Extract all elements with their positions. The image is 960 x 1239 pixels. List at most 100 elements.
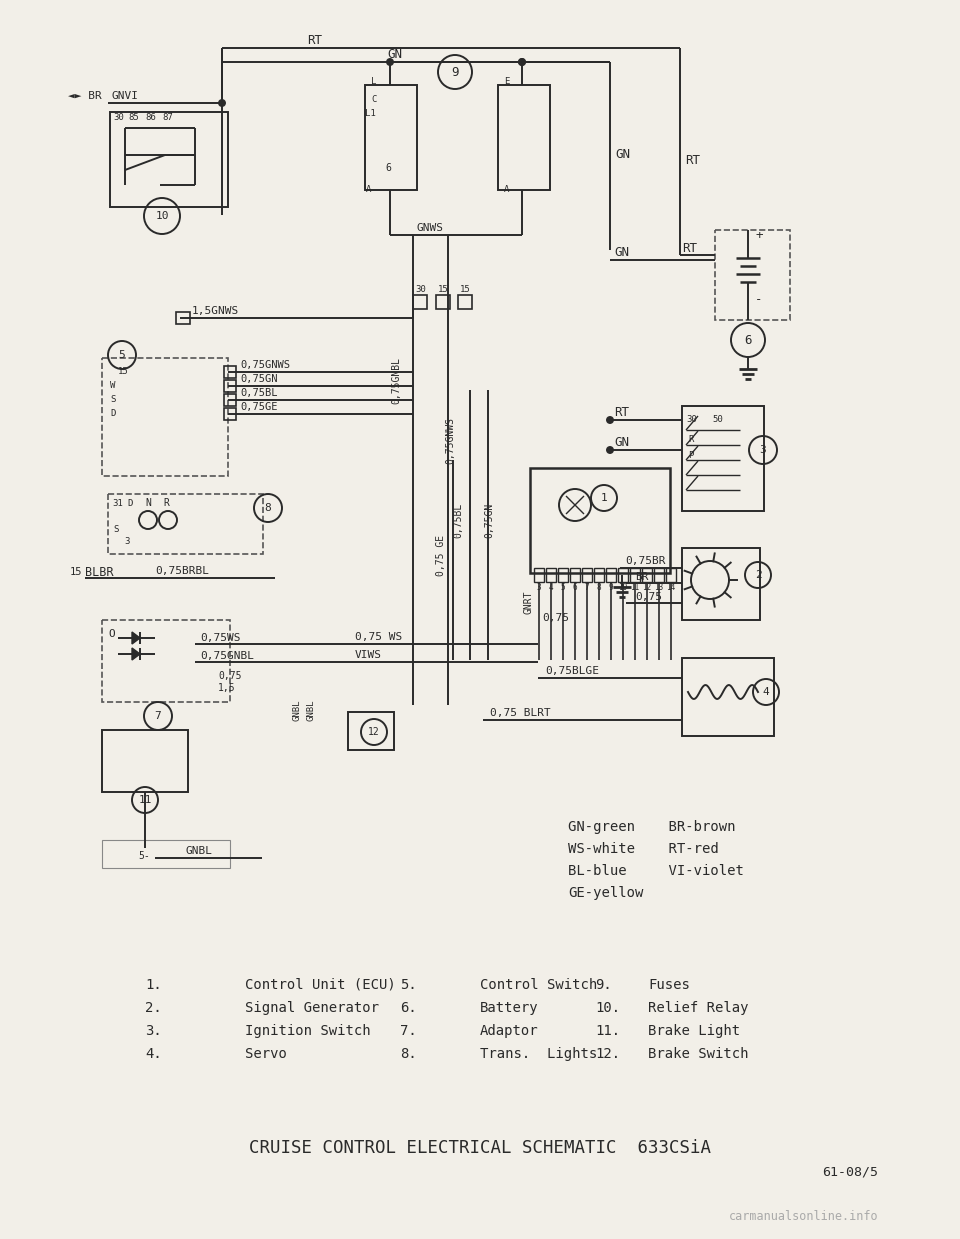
- Text: 0,75BL: 0,75BL: [240, 388, 277, 398]
- Text: A: A: [504, 186, 510, 195]
- Text: +: +: [755, 228, 762, 242]
- Text: GE-yellow: GE-yellow: [568, 886, 643, 900]
- Text: 5.: 5.: [400, 978, 417, 992]
- Text: 0,75: 0,75: [218, 672, 242, 681]
- Text: S: S: [113, 525, 118, 534]
- Text: 13: 13: [655, 582, 663, 591]
- Text: GNVI: GNVI: [112, 90, 139, 102]
- Bar: [176, 312, 190, 325]
- Text: 11: 11: [631, 582, 639, 591]
- Bar: [654, 567, 664, 582]
- Bar: [224, 408, 236, 420]
- Text: 0,75: 0,75: [542, 613, 569, 623]
- Text: N: N: [145, 498, 151, 508]
- Text: 8: 8: [597, 582, 601, 591]
- Text: 3.: 3.: [145, 1023, 161, 1038]
- Bar: [666, 567, 676, 582]
- Text: 1,5GNWS: 1,5GNWS: [192, 306, 239, 316]
- Text: GNBL: GNBL: [185, 846, 212, 856]
- Text: 12.: 12.: [595, 1047, 620, 1061]
- Text: 6.: 6.: [400, 1001, 417, 1015]
- Bar: [546, 567, 556, 582]
- Text: 11: 11: [138, 795, 152, 805]
- Text: GN: GN: [615, 149, 630, 161]
- Text: 4: 4: [549, 582, 553, 591]
- Bar: [630, 567, 640, 582]
- Text: 85: 85: [128, 114, 139, 123]
- Text: 0,75 BLRT: 0,75 BLRT: [490, 707, 551, 717]
- Text: Servo: Servo: [245, 1047, 287, 1061]
- Text: 0,75GN: 0,75GN: [240, 374, 277, 384]
- Text: 0,75 WS: 0,75 WS: [355, 632, 402, 642]
- Bar: [682, 548, 760, 620]
- Circle shape: [607, 447, 613, 453]
- Text: GNRT: GNRT: [523, 590, 533, 613]
- Text: Trans.  Lights: Trans. Lights: [480, 1047, 597, 1061]
- Text: 12: 12: [642, 582, 652, 591]
- Text: RT: RT: [614, 406, 629, 420]
- Text: 15: 15: [438, 285, 448, 295]
- Text: E: E: [504, 78, 510, 87]
- Text: 9.: 9.: [595, 978, 612, 992]
- Bar: [365, 85, 417, 190]
- Polygon shape: [132, 632, 140, 644]
- Bar: [224, 394, 236, 406]
- Text: 6: 6: [744, 333, 752, 347]
- Bar: [682, 658, 774, 736]
- Text: Control Unit (ECU): Control Unit (ECU): [245, 978, 396, 992]
- Bar: [530, 468, 670, 572]
- Text: Ignition Switch: Ignition Switch: [245, 1023, 371, 1038]
- Text: Signal Generator: Signal Generator: [245, 1001, 379, 1015]
- Text: P: P: [688, 451, 693, 460]
- Bar: [108, 494, 263, 554]
- Text: BR: BR: [635, 572, 649, 582]
- Bar: [348, 712, 394, 750]
- Bar: [594, 567, 604, 582]
- Text: 50: 50: [712, 415, 723, 425]
- Text: 4: 4: [762, 686, 769, 698]
- Text: 86: 86: [145, 114, 156, 123]
- Text: GN: GN: [614, 247, 629, 259]
- Text: 0,75BRBL: 0,75BRBL: [155, 566, 209, 576]
- Bar: [224, 380, 236, 392]
- Bar: [102, 620, 230, 703]
- Text: 0,75GE: 0,75GE: [240, 401, 277, 413]
- Bar: [110, 112, 228, 207]
- Text: Battery: Battery: [480, 1001, 539, 1015]
- Text: 10.: 10.: [595, 1001, 620, 1015]
- Text: -: -: [755, 294, 762, 306]
- Text: 7: 7: [155, 711, 161, 721]
- Bar: [458, 295, 472, 309]
- Text: 11.: 11.: [595, 1023, 620, 1038]
- Text: D: D: [127, 498, 132, 508]
- Text: 15: 15: [118, 368, 129, 377]
- Text: 3: 3: [537, 582, 541, 591]
- Text: 9: 9: [609, 582, 613, 591]
- Text: RT: RT: [682, 242, 697, 254]
- Text: 8: 8: [265, 503, 272, 513]
- Text: O: O: [108, 629, 115, 639]
- Text: W: W: [110, 382, 115, 390]
- Text: Adaptor: Adaptor: [480, 1023, 539, 1038]
- Bar: [413, 295, 427, 309]
- Text: 10: 10: [156, 211, 169, 221]
- Text: 15: 15: [460, 285, 470, 295]
- Text: GN: GN: [614, 436, 629, 450]
- Text: RT: RT: [307, 33, 323, 47]
- Text: 0,75GNWS: 0,75GNWS: [445, 416, 455, 463]
- Text: 0,75BL: 0,75BL: [453, 502, 463, 538]
- Text: 9: 9: [451, 66, 459, 78]
- Circle shape: [519, 59, 525, 64]
- Text: 0,75 GE: 0,75 GE: [436, 534, 446, 576]
- Bar: [606, 567, 616, 582]
- Text: 0,75BR: 0,75BR: [625, 556, 665, 566]
- Text: 3: 3: [759, 445, 766, 455]
- Text: 4.: 4.: [145, 1047, 161, 1061]
- Text: Brake Switch: Brake Switch: [648, 1047, 749, 1061]
- Circle shape: [387, 59, 393, 64]
- Text: CRUISE CONTROL ELECTRICAL SCHEMATIC  633CSiA: CRUISE CONTROL ELECTRICAL SCHEMATIC 633C…: [249, 1139, 711, 1157]
- Bar: [224, 366, 236, 378]
- Text: 6: 6: [573, 582, 577, 591]
- Text: GNWS: GNWS: [417, 223, 444, 233]
- Bar: [582, 567, 592, 582]
